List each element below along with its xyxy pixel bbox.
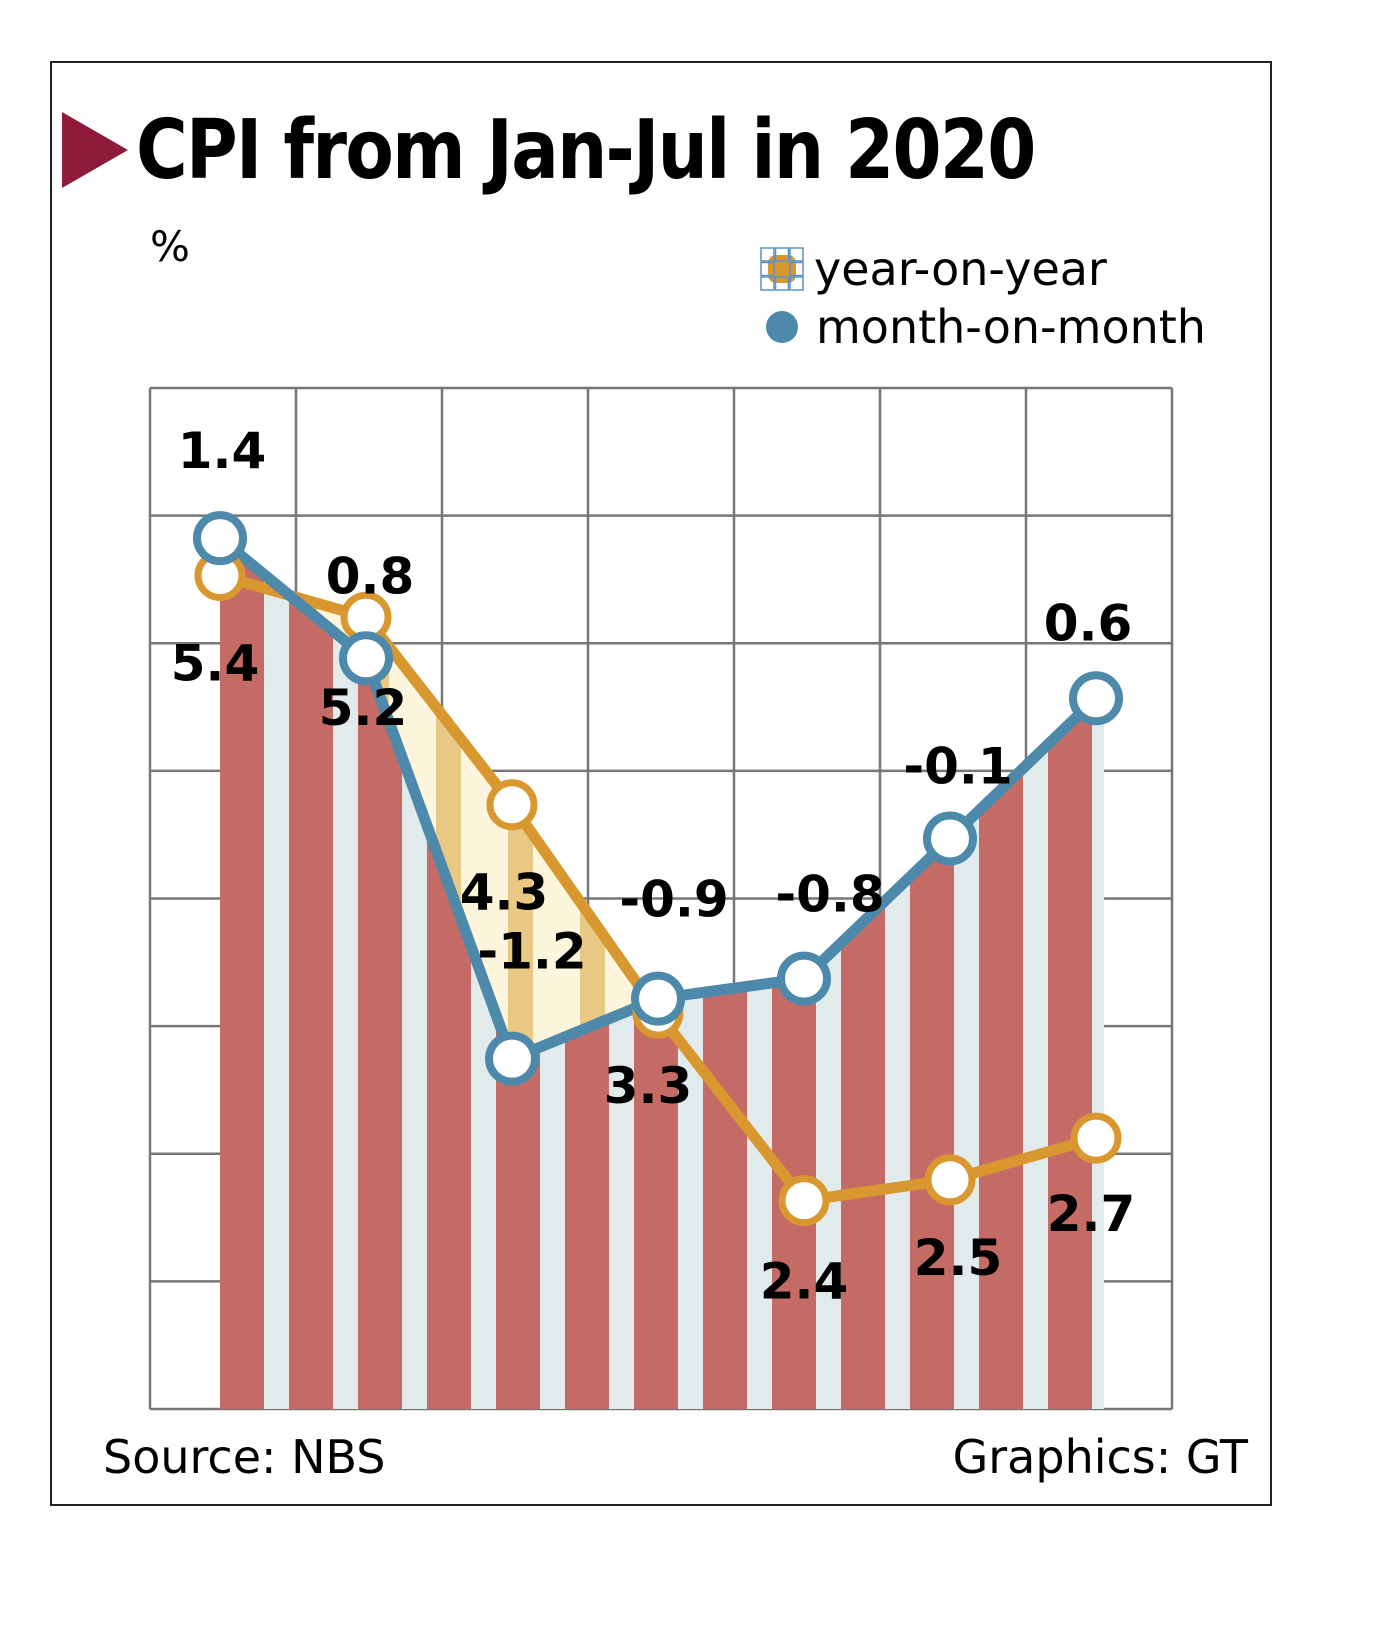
mom-stripe <box>289 538 333 1409</box>
mom-data-label: -0.8 <box>775 866 884 924</box>
mom-data-label: -1.2 <box>477 923 586 981</box>
legend: year-on-year month-on-month <box>760 240 1206 356</box>
yoy-point <box>1070 1112 1122 1164</box>
mom-point <box>485 1031 539 1086</box>
mom-stripe <box>772 538 816 1409</box>
yoy-point <box>486 779 538 831</box>
circle-dot-icon <box>766 311 798 343</box>
mom-stripe <box>220 538 264 1409</box>
mom-point <box>631 971 685 1026</box>
mom-stripe <box>885 538 910 1409</box>
mom-stripe <box>703 538 747 1409</box>
mom-stripe <box>609 538 634 1409</box>
mom-data-label: 1.4 <box>178 422 267 480</box>
graphics-credit: Graphics: GT <box>952 1430 1248 1484</box>
mom-data-label: 0.8 <box>326 547 415 605</box>
data-labels: 5.4 5.2 4.3 3.3 2.4 2.5 2.7 1.4 0.8 -1.2 -0.9 -0.8 -… <box>171 422 1136 1310</box>
chart-frame <box>50 61 1272 1506</box>
mom-stripe <box>747 538 772 1409</box>
mom-data-label: -0.1 <box>903 737 1012 795</box>
mom-point <box>339 631 393 686</box>
mom-point <box>1069 671 1123 726</box>
mom-data-label: 0.6 <box>1044 594 1133 652</box>
legend-label-mom: month-on-month <box>816 300 1206 354</box>
mom-point <box>777 951 831 1006</box>
mom-stripe <box>1048 538 1092 1409</box>
chart-title: CPI from Jan-Jul in 2020 <box>136 102 1036 198</box>
legend-item-yoy: year-on-year <box>760 240 1206 298</box>
yoy-data-label: 5.4 <box>171 635 260 693</box>
yoy-data-label: 2.7 <box>1047 1185 1136 1243</box>
source-note: Source: NBS <box>103 1430 386 1484</box>
series-markers <box>193 511 1123 1227</box>
mom-stripe <box>358 538 402 1409</box>
legend-item-mom: month-on-month <box>760 298 1206 356</box>
mom-stripe <box>402 538 427 1409</box>
yoy-point <box>778 1175 830 1227</box>
yoy-data-label: 5.2 <box>319 679 408 737</box>
yoy-data-label: 3.3 <box>604 1057 693 1115</box>
yoy-data-label: 4.3 <box>460 864 549 922</box>
mom-data-label: -0.9 <box>619 871 728 929</box>
yoy-data-label: 2.5 <box>914 1229 1003 1287</box>
mom-stripe <box>841 538 885 1409</box>
y-unit-label: % <box>150 222 190 271</box>
mom-stripe <box>634 538 678 1409</box>
mom-stripe <box>264 538 289 1409</box>
title-triangle-icon <box>62 112 128 188</box>
legend-label-yoy: year-on-year <box>814 242 1107 296</box>
yoy-point <box>924 1154 976 1206</box>
title-row: CPI from Jan-Jul in 2020 <box>62 100 1181 200</box>
mom-point <box>923 811 977 866</box>
yoy-data-label: 2.4 <box>760 1253 849 1311</box>
mom-stripe <box>1092 538 1104 1409</box>
patterned-square-icon <box>760 247 804 291</box>
mom-stripe <box>333 538 358 1409</box>
mom-point <box>193 511 247 566</box>
mom-stripe <box>816 538 841 1409</box>
mom-stripe <box>678 538 703 1409</box>
